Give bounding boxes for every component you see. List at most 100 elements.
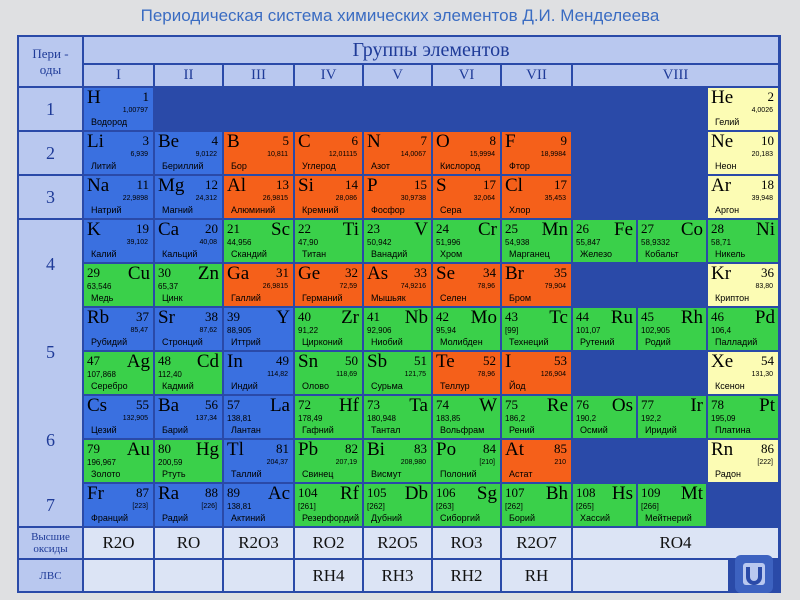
element-na[interactable]: Na 11 22,9898 Натрий: [84, 176, 153, 218]
element-la[interactable]: La 57 138,81 Лантан: [224, 396, 293, 438]
element-au[interactable]: Au 79 196,967 Золото: [84, 440, 153, 482]
element-sc[interactable]: Sc 21 44,956 Скандий: [224, 220, 293, 262]
element-rn[interactable]: Rn 86 [222] Радон: [708, 440, 778, 482]
atomic-number: 24: [436, 221, 449, 236]
element-h[interactable]: H 1 1,00797 Водород: [84, 88, 153, 130]
element-o[interactable]: O 8 15,9994 Кислород: [433, 132, 500, 174]
element-i[interactable]: I 53 126,904 Йод: [502, 352, 571, 394]
element-name: Франций: [91, 513, 129, 523]
element-hf[interactable]: Hf 72 178,49 Гафний: [295, 396, 362, 438]
element-symbol: Po: [436, 440, 457, 460]
element-te[interactable]: Te 52 78,96 Теллур: [433, 352, 500, 394]
element-he[interactable]: He 2 4,0026 Гелий: [708, 88, 778, 130]
element-pd[interactable]: Pd 46 106,4 Палладий: [708, 308, 778, 350]
element-cd[interactable]: Cd 48 112,40 Кадмий: [155, 352, 222, 394]
element-os[interactable]: Os 76 190,2 Осмий: [573, 396, 636, 438]
element-xe[interactable]: Xe 54 131,30 Ксенон: [708, 352, 778, 394]
element-sb[interactable]: Sb 51 121,75 Сурьма: [364, 352, 431, 394]
element-v[interactable]: V 23 50,942 Ванадий: [364, 220, 431, 262]
element-mn[interactable]: Mn 25 54,938 Марганец: [502, 220, 571, 262]
element-name: Свинец: [302, 469, 334, 479]
element-ga[interactable]: Ga 31 26,9815 Галлий: [224, 264, 293, 306]
element-name: Бор: [231, 161, 247, 171]
element-bi[interactable]: Bi 83 208,980 Висмут: [364, 440, 431, 482]
element-mt[interactable]: Mt 109 [266] Мейтнерий: [638, 484, 706, 526]
element-ra[interactable]: Ra 88 [226] Радий: [155, 484, 222, 526]
element-ta[interactable]: Ta 73 180,948 Тантал: [364, 396, 431, 438]
element-mg[interactable]: Mg 12 24,312 Магний: [155, 176, 222, 218]
element-bh[interactable]: Bh 107 [262] Борий: [502, 484, 571, 526]
element-ar[interactable]: Ar 18 39,948 Аргон: [708, 176, 778, 218]
element-n[interactable]: N 7 14,0067 Азот: [364, 132, 431, 174]
element-zn[interactable]: Zn 30 65,37 Цинк: [155, 264, 222, 306]
element-w[interactable]: W 74 183,85 Вольфрам: [433, 396, 500, 438]
element-sg[interactable]: Sg 106 [263] Сиборгий: [433, 484, 500, 526]
element-cu[interactable]: Cu 29 63,546 Медь: [84, 264, 153, 306]
element-y[interactable]: Y 39 88,905 Иттрий: [224, 308, 293, 350]
element-ca[interactable]: Ca 20 40,08 Кальций: [155, 220, 222, 262]
element-cl[interactable]: Cl 17 35,453 Хлор: [502, 176, 571, 218]
element-cs[interactable]: Cs 55 132,905 Цезий: [84, 396, 153, 438]
element-s[interactable]: S 17 32,064 Сера: [433, 176, 500, 218]
atomic-mass: [261]: [298, 502, 316, 511]
element-name: Титан: [302, 249, 327, 259]
element-rh[interactable]: Rh 45 102,905 Родий: [638, 308, 706, 350]
atomic-number: 20: [205, 221, 218, 236]
element-po[interactable]: Po 84 [210] Полоний: [433, 440, 500, 482]
element-pt[interactable]: Pt 78 195,09 Платина: [708, 396, 778, 438]
element-db[interactable]: Db 105 [262] Дубний: [364, 484, 431, 526]
element-p[interactable]: P 15 30,9738 Фосфор: [364, 176, 431, 218]
element-tl[interactable]: Tl 81 204,37 Таллий: [224, 440, 293, 482]
element-se[interactable]: Se 34 78,96 Селен: [433, 264, 500, 306]
atomic-number: 56: [205, 397, 218, 412]
element-fr[interactable]: Fr 87 [223] Франций: [84, 484, 153, 526]
element-name: Рубидий: [91, 337, 128, 347]
atomic-number: 106: [436, 485, 456, 500]
atomic-mass: 118,69: [336, 371, 357, 378]
element-fe[interactable]: Fe 26 55,847 Железо: [573, 220, 636, 262]
element-b[interactable]: B 5 10,811 Бор: [224, 132, 293, 174]
element-as[interactable]: As 33 74,9216 Мышьяк: [364, 264, 431, 306]
element-at[interactable]: At 85 210 Астат: [502, 440, 571, 482]
element-tc[interactable]: Tc 43 [99] Технеций: [502, 308, 571, 350]
element-sn[interactable]: Sn 50 118,69 Олово: [295, 352, 362, 394]
element-rf[interactable]: Rf 104 [261] Резерфордий: [295, 484, 362, 526]
element-ir[interactable]: Ir 77 192,2 Иридий: [638, 396, 706, 438]
element-c[interactable]: C 6 12,01115 Углерод: [295, 132, 362, 174]
element-ac[interactable]: Ac 89 138,81 Актиний: [224, 484, 293, 526]
element-pb[interactable]: Pb 82 207,19 Свинец: [295, 440, 362, 482]
element-sr[interactable]: Sr 38 87,62 Стронций: [155, 308, 222, 350]
element-k[interactable]: K 19 39,102 Калий: [84, 220, 153, 262]
element-si[interactable]: Si 14 28,086 Кремний: [295, 176, 362, 218]
periods-header: Пери - оды: [19, 37, 82, 86]
element-in[interactable]: In 49 114,82 Индий: [224, 352, 293, 394]
element-rb[interactable]: Rb 37 85,47 Рубидий: [84, 308, 153, 350]
element-ba[interactable]: Ba 56 137,34 Барий: [155, 396, 222, 438]
element-nb[interactable]: Nb 41 92,906 Ниобий: [364, 308, 431, 350]
element-ti[interactable]: Ti 22 47,90 Титан: [295, 220, 362, 262]
element-name: Неон: [715, 161, 737, 171]
element-f[interactable]: F 9 18,9984 Фтор: [502, 132, 571, 174]
element-mo[interactable]: Mo 42 95,94 Молибден: [433, 308, 500, 350]
element-li[interactable]: Li 3 6,939 Литий: [84, 132, 153, 174]
element-hg[interactable]: Hg 80 200,59 Ртуть: [155, 440, 222, 482]
element-br[interactable]: Br 35 79,904 Бром: [502, 264, 571, 306]
element-hs[interactable]: Hs 108 [265] Хассий: [573, 484, 636, 526]
element-ni[interactable]: Ni 28 58,71 Никель: [708, 220, 778, 262]
element-ru[interactable]: Ru 44 101,07 Рутений: [573, 308, 636, 350]
element-re[interactable]: Re 75 186,2 Рений: [502, 396, 571, 438]
atomic-number: 2: [767, 89, 775, 104]
element-co[interactable]: Co 27 58,9332 Кобальт: [638, 220, 706, 262]
element-name: Палладий: [715, 337, 758, 347]
element-name: Хассий: [580, 513, 611, 523]
element-ne[interactable]: Ne 10 20,183 Неон: [708, 132, 778, 174]
element-cr[interactable]: Cr 24 51,996 Хром: [433, 220, 500, 262]
atomic-mass: 58,9332: [641, 238, 670, 247]
element-kr[interactable]: Kr 36 83,80 Криптон: [708, 264, 778, 306]
element-zr[interactable]: Zr 40 91,22 Цирконий: [295, 308, 362, 350]
element-symbol: Mg: [158, 176, 185, 196]
element-al[interactable]: Al 13 26,9815 Алюминий: [224, 176, 293, 218]
element-ag[interactable]: Ag 47 107,868 Серебро: [84, 352, 153, 394]
element-ge[interactable]: Ge 32 72,59 Германий: [295, 264, 362, 306]
element-be[interactable]: Be 4 9,0122 Бериллий: [155, 132, 222, 174]
